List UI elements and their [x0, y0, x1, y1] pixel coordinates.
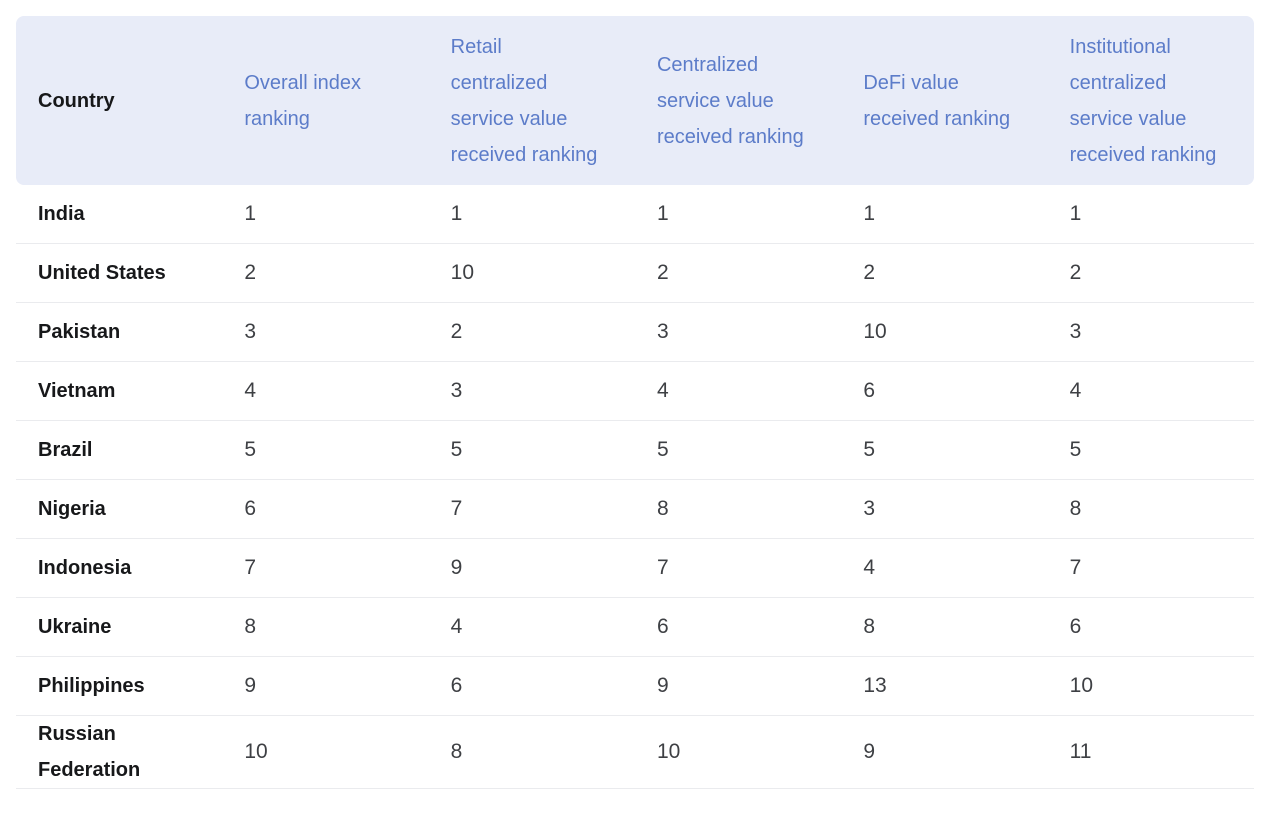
- rank-cell: 5: [841, 421, 1048, 480]
- country-cell: Pakistan: [16, 303, 223, 362]
- rank-cell: 11: [1047, 716, 1254, 789]
- country-cell: United States: [16, 244, 223, 303]
- rank-cell: 9: [428, 539, 635, 598]
- table-row-pakistan: Pakistan 3 2 3 10 3: [16, 303, 1254, 362]
- rank-cell: 1: [634, 185, 842, 244]
- country-cell: Russian Federation: [16, 716, 223, 789]
- rank-cell: 2: [428, 303, 635, 362]
- rank-cell: 2: [1047, 244, 1254, 303]
- rank-cell: 4: [841, 539, 1048, 598]
- crypto-adoption-ranking-table: Country Overall index ranking Retail cen…: [16, 16, 1254, 789]
- rank-cell: 8: [841, 598, 1048, 657]
- rank-cell: 10: [222, 716, 429, 789]
- rank-cell: 8: [428, 716, 635, 789]
- table-row-india: India 1 1 1 1 1: [16, 185, 1254, 244]
- rank-cell: 3: [1047, 303, 1254, 362]
- country-cell: Brazil: [16, 421, 223, 480]
- rank-cell: 1: [1047, 185, 1254, 244]
- rank-cell: 6: [1047, 598, 1254, 657]
- rank-cell: 8: [634, 480, 842, 539]
- column-header-institutional-centralized-service-value-received-ranking[interactable]: Institutional centralized service value …: [1047, 16, 1254, 185]
- column-header-overall-index-ranking[interactable]: Overall index ranking: [222, 16, 429, 185]
- rank-cell: 10: [1047, 657, 1254, 716]
- rank-cell: 8: [1047, 480, 1254, 539]
- country-cell: Philippines: [16, 657, 223, 716]
- rank-cell: 6: [222, 480, 429, 539]
- rank-cell: 6: [428, 657, 635, 716]
- country-cell: Nigeria: [16, 480, 223, 539]
- rank-cell: 2: [841, 244, 1048, 303]
- rank-cell: 10: [841, 303, 1048, 362]
- rank-cell: 4: [1047, 362, 1254, 421]
- rank-cell: 5: [634, 421, 842, 480]
- table-row-philippines: Philippines 9 6 9 13 10: [16, 657, 1254, 716]
- country-cell: Vietnam: [16, 362, 223, 421]
- rank-cell: 4: [428, 598, 635, 657]
- rank-cell: 3: [428, 362, 635, 421]
- table-row-indonesia: Indonesia 7 9 7 4 7: [16, 539, 1254, 598]
- rank-cell: 5: [1047, 421, 1254, 480]
- column-header-defi-value-received-ranking[interactable]: DeFi value received ranking: [841, 16, 1048, 185]
- rank-cell: 6: [841, 362, 1048, 421]
- rank-cell: 3: [841, 480, 1048, 539]
- table-row-brazil: Brazil 5 5 5 5 5: [16, 421, 1254, 480]
- rank-cell: 2: [222, 244, 429, 303]
- column-header-country: Country: [16, 16, 223, 185]
- table-row-ukraine: Ukraine 8 4 6 8 6: [16, 598, 1254, 657]
- rank-cell: 7: [1047, 539, 1254, 598]
- table-row-russian-federation: Russian Federation 10 8 10 9 11: [16, 716, 1254, 789]
- rank-cell: 5: [428, 421, 635, 480]
- country-cell: India: [16, 185, 223, 244]
- column-header-centralized-service-value-received-ranking[interactable]: Centralized service value received ranki…: [634, 16, 842, 185]
- table-row-nigeria: Nigeria 6 7 8 3 8: [16, 480, 1254, 539]
- rank-cell: 4: [634, 362, 842, 421]
- rank-cell: 7: [428, 480, 635, 539]
- rank-cell: 1: [428, 185, 635, 244]
- table-header-row: Country Overall index ranking Retail cen…: [16, 16, 1254, 185]
- rank-cell: 9: [222, 657, 429, 716]
- rank-cell: 13: [841, 657, 1048, 716]
- rank-cell: 1: [222, 185, 429, 244]
- rank-cell: 7: [634, 539, 842, 598]
- rank-cell: 9: [634, 657, 842, 716]
- rank-cell: 8: [222, 598, 429, 657]
- column-header-retail-centralized-service-value-received-ranking[interactable]: Retail centralized service value receive…: [428, 16, 635, 185]
- rank-cell: 5: [222, 421, 429, 480]
- rank-cell: 10: [428, 244, 635, 303]
- rank-cell: 1: [841, 185, 1048, 244]
- rank-cell: 3: [634, 303, 842, 362]
- table-row-united-states: United States 2 10 2 2 2: [16, 244, 1254, 303]
- rank-cell: 2: [634, 244, 842, 303]
- rank-cell: 6: [634, 598, 842, 657]
- table-row-vietnam: Vietnam 4 3 4 6 4: [16, 362, 1254, 421]
- country-cell: Ukraine: [16, 598, 223, 657]
- country-cell: Indonesia: [16, 539, 223, 598]
- rank-cell: 7: [222, 539, 429, 598]
- rank-cell: 10: [634, 716, 842, 789]
- rank-cell: 3: [222, 303, 429, 362]
- rank-cell: 9: [841, 716, 1048, 789]
- rank-cell: 4: [222, 362, 429, 421]
